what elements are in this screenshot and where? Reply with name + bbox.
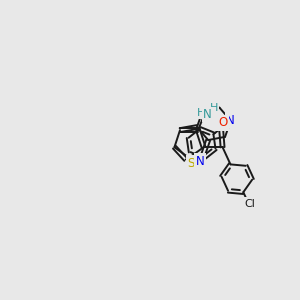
Text: H: H [210,103,218,113]
Text: N: N [203,108,212,121]
Text: O: O [218,116,227,129]
Text: N: N [226,113,235,127]
Text: H: H [197,108,206,118]
Text: N: N [196,155,205,168]
Text: Cl: Cl [244,199,255,209]
Text: S: S [188,157,195,170]
